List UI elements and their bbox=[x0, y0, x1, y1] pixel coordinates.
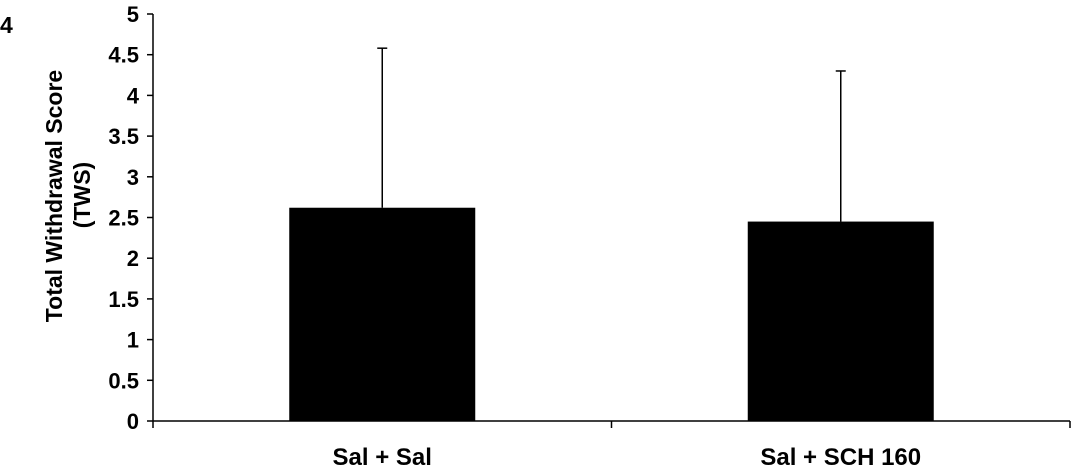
y-axis-title-unit: (TWS) bbox=[69, 162, 95, 228]
y-tick-label-1: 0.5 bbox=[108, 368, 139, 393]
y-tick-label-0: 0 bbox=[127, 409, 139, 434]
y-axis-title: Total Withdrawal Score bbox=[41, 70, 67, 322]
y-tick-label-9: 4.5 bbox=[108, 43, 139, 68]
y-tick-label-3: 1.5 bbox=[108, 287, 139, 312]
y-tick-label-10: 5 bbox=[127, 2, 139, 27]
y-axis-title-group: Total Withdrawal Score (TWS) 4 bbox=[0, 12, 95, 322]
y-tick-label-6: 3 bbox=[127, 165, 139, 190]
y-tick-label-2: 1 bbox=[127, 328, 139, 353]
bars bbox=[289, 207, 934, 421]
x-category-label-1: Sal + SCH 160 bbox=[760, 444, 921, 471]
y-axis-title-fragment: 4 bbox=[0, 12, 13, 38]
y-tick-label-7: 3.5 bbox=[108, 124, 139, 149]
y-tick-label-4: 2 bbox=[127, 246, 139, 271]
x-category-label-0: Sal + Sal bbox=[333, 444, 432, 471]
bar-0 bbox=[289, 207, 476, 421]
y-tick-label-8: 4 bbox=[127, 83, 140, 108]
y-axis-ticks: 0 0.5 1 1.5 2 2.5 3 3.5 4 4.5 5 bbox=[108, 2, 153, 434]
y-tick-label-5: 2.5 bbox=[108, 206, 139, 231]
x-axis-labels: Sal + Sal Sal + SCH 160 bbox=[333, 444, 922, 471]
bar-1 bbox=[747, 221, 934, 421]
error-bars bbox=[377, 47, 846, 222]
